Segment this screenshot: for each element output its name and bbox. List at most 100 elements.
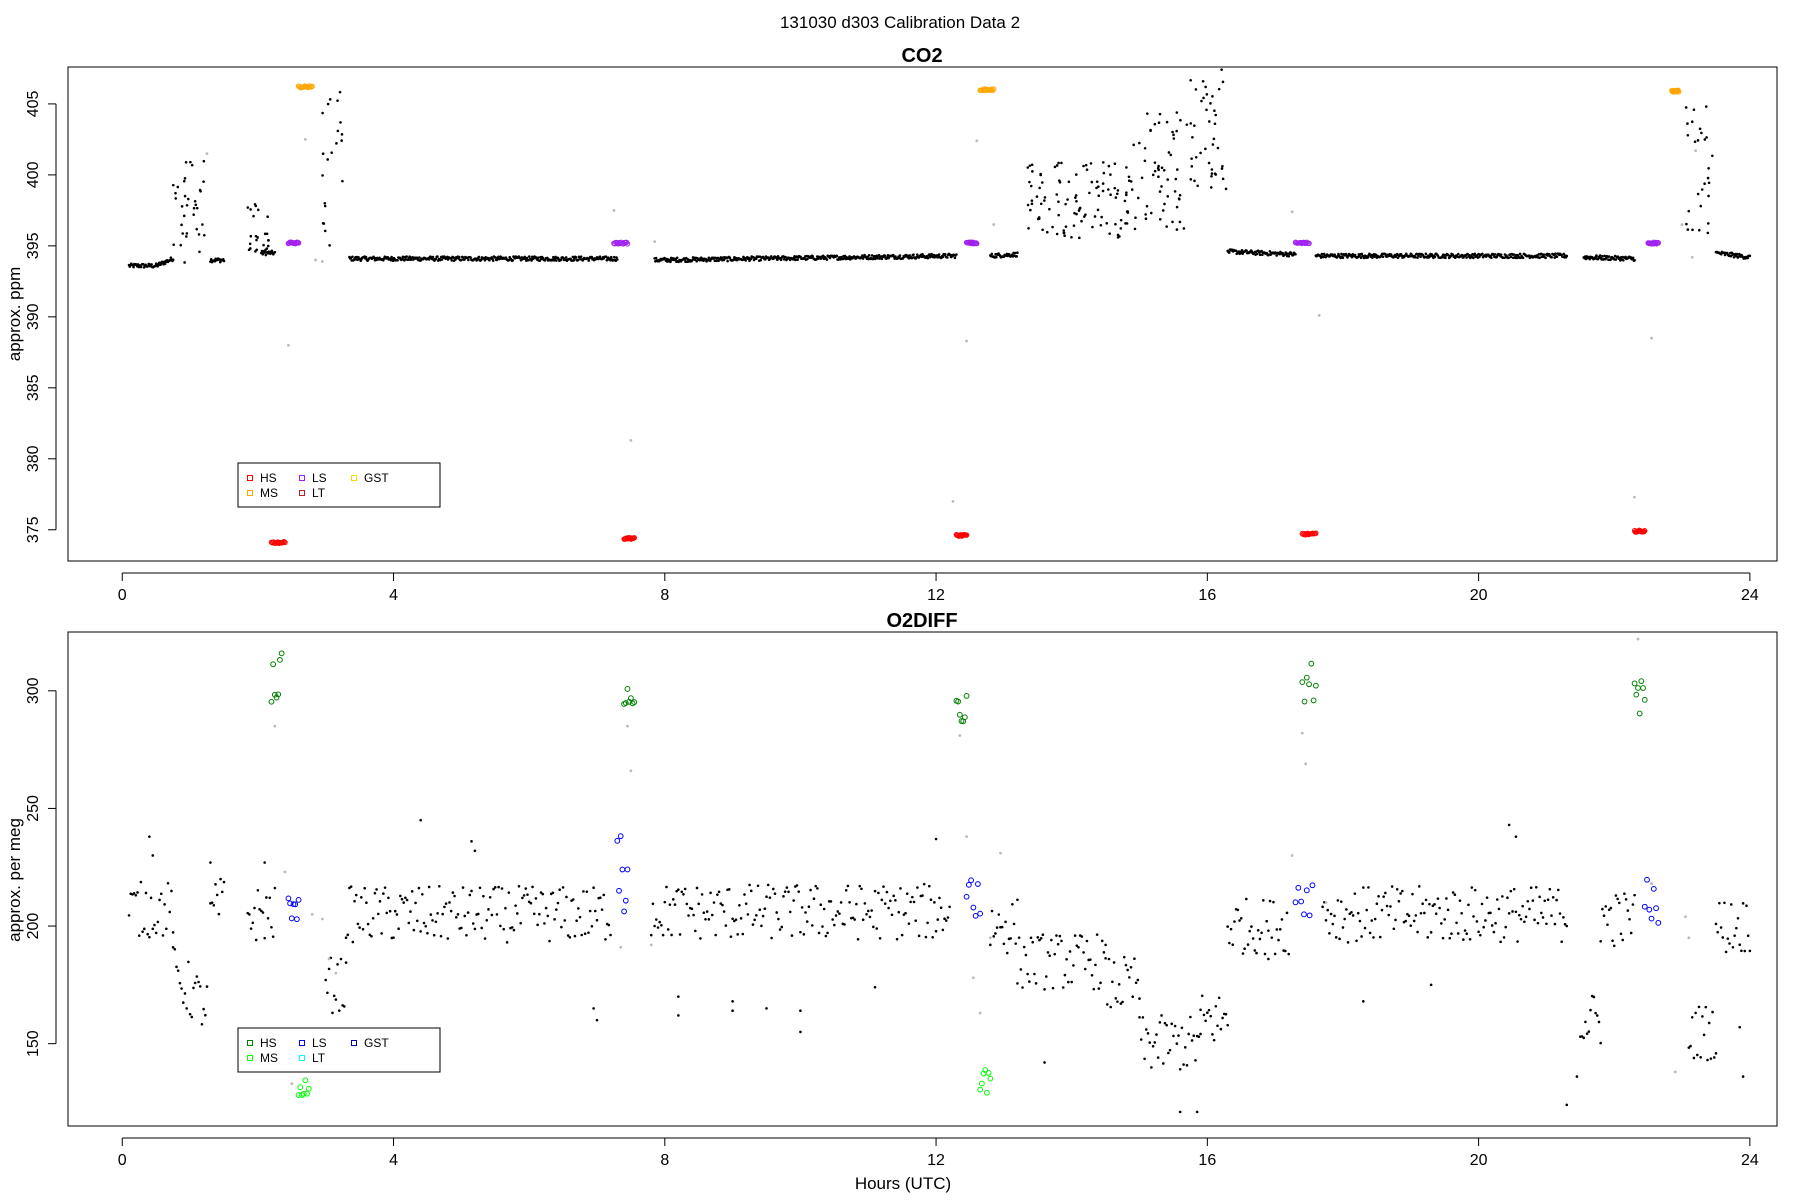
o2diff-ambient-point <box>561 886 565 889</box>
co2-legend-marker-lt <box>299 490 305 496</box>
co2-ambient-point <box>1038 186 1041 190</box>
o2diff-ambient-point <box>914 919 918 922</box>
o2diff-ambient-point <box>1124 963 1128 967</box>
co2-ambient-point <box>1182 227 1186 230</box>
co2-ambient-point <box>436 255 439 258</box>
co2-ambient-point <box>1193 179 1196 183</box>
o2diff-ambient-point <box>1224 1012 1228 1016</box>
o2diff-ambient-point <box>1167 1051 1170 1055</box>
o2diff-ambient-point <box>651 902 655 906</box>
co2-ambient-point <box>1063 234 1066 238</box>
co2-ambient-point <box>782 257 786 261</box>
o2diff-ambient-point <box>563 919 567 922</box>
o2diff-ambient-point <box>141 930 144 933</box>
o2diff-ambient-point <box>692 913 695 917</box>
o2diff-ambient-point <box>916 886 919 889</box>
co2-ambient-point <box>1149 128 1152 132</box>
o2diff-ambient-point <box>1412 919 1416 923</box>
o2diff-ambient-point <box>139 880 143 884</box>
o2diff-ambient-point <box>895 937 899 941</box>
co2-ambient-point <box>1153 161 1157 164</box>
o2diff-ambient-point <box>1207 1008 1211 1012</box>
o2diff-excluded-point <box>619 945 623 949</box>
co2-ambient-point <box>1088 191 1091 195</box>
co2-ambient-point <box>477 255 481 259</box>
o2diff-ambient-point <box>883 902 887 905</box>
co2-ambient-point <box>256 208 260 212</box>
o2diff-calibration-point-hs <box>961 714 968 721</box>
o2diff-ambient-point <box>911 895 914 899</box>
o2diff-ambient-point <box>929 898 933 902</box>
o2diff-ambient-point <box>222 880 226 884</box>
o2diff-ambient-point <box>1619 932 1623 936</box>
co2-ambient-point <box>1699 204 1703 208</box>
o2diff-calibration-point-ls <box>293 916 300 923</box>
co2-ambient-point <box>1205 108 1208 112</box>
o2diff-ambient-point <box>741 932 745 936</box>
o2diff-ambient-point <box>363 886 367 890</box>
co2-ambient-point <box>1160 185 1163 188</box>
co2-ambient-point <box>1175 129 1178 133</box>
co2-ambient-point <box>494 256 497 259</box>
o2diff-ambient-point <box>544 906 548 910</box>
o2diff-ambient-point <box>821 925 824 928</box>
o2diff-ambient-point <box>1475 920 1479 923</box>
o2diff-ambient-point <box>836 910 840 913</box>
o2diff-ambient-point <box>529 901 533 905</box>
o2diff-ambient-point <box>1701 1015 1704 1018</box>
o2diff-ambient-point <box>1718 901 1721 905</box>
co2-ambient-point <box>218 260 222 264</box>
o2diff-ambient-point <box>751 923 755 926</box>
co2-excluded-point <box>612 208 616 212</box>
co2-ambient-point <box>1258 253 1262 257</box>
co2-ambient-point <box>321 111 324 115</box>
o2diff-ambient-point <box>1733 934 1736 937</box>
co2-ambient-point <box>1408 254 1412 258</box>
o2diff-ambient-point <box>153 923 156 927</box>
co2-ambient-point <box>654 256 658 260</box>
co2-ambient-point <box>1113 186 1117 190</box>
o2diff-ambient-point <box>1436 897 1440 900</box>
co2-title: CO2 <box>901 45 942 67</box>
o2diff-calibration-point-hs <box>1640 685 1646 691</box>
co2-ambient-point <box>396 258 399 262</box>
o2diff-ambient-point <box>1063 973 1067 977</box>
o2diff-x-tick-label: 12 <box>927 1152 945 1169</box>
co2-ambient-point <box>936 256 939 259</box>
o2diff-ambient-point <box>860 887 863 891</box>
o2diff-ambient-point <box>1501 895 1504 898</box>
o2diff-ambient-point <box>785 886 789 889</box>
o2diff-calibration-point-ls <box>622 897 629 904</box>
o2diff-ambient-point <box>1195 1110 1199 1114</box>
o2diff-ambient-point <box>1029 936 1033 940</box>
o2diff-ambient-point <box>568 936 572 939</box>
co2-y-tick-label: 405 <box>25 90 42 117</box>
o2diff-calibration-point-ls <box>1301 911 1307 918</box>
o2diff-ambient-point <box>1104 943 1107 947</box>
o2diff-ambient-point <box>336 963 339 966</box>
co2-ambient-point <box>1178 220 1182 224</box>
o2diff-ambient-point <box>539 891 543 894</box>
o2diff-ambient-point <box>668 903 672 906</box>
o2diff-ambient-point <box>1380 908 1384 912</box>
co2-ambient-point <box>613 255 616 259</box>
co2-ambient-point <box>1158 190 1162 193</box>
o2diff-ambient-point <box>865 912 868 916</box>
co2-ambient-point <box>538 259 542 262</box>
co2-ambient-point <box>1114 222 1117 226</box>
o2diff-ambient-point <box>1284 949 1287 953</box>
co2-ambient-point <box>1373 255 1376 259</box>
co2-ambient-point <box>1614 258 1618 261</box>
o2diff-ambient-point <box>1117 983 1121 986</box>
co2-ambient-point <box>1158 218 1162 221</box>
o2diff-ambient-point <box>1360 935 1363 938</box>
co2-ambient-point <box>1416 256 1419 259</box>
o2diff-ambient-point <box>892 894 895 898</box>
o2diff-ambient-point <box>685 902 689 906</box>
o2diff-ambient-point <box>831 918 834 921</box>
o2diff-ambient-point <box>734 918 738 921</box>
co2-ambient-point <box>1214 113 1218 117</box>
co2-ambient-point <box>1598 254 1602 257</box>
co2-ambient-point <box>184 160 188 164</box>
o2diff-ambient-point <box>682 892 685 896</box>
